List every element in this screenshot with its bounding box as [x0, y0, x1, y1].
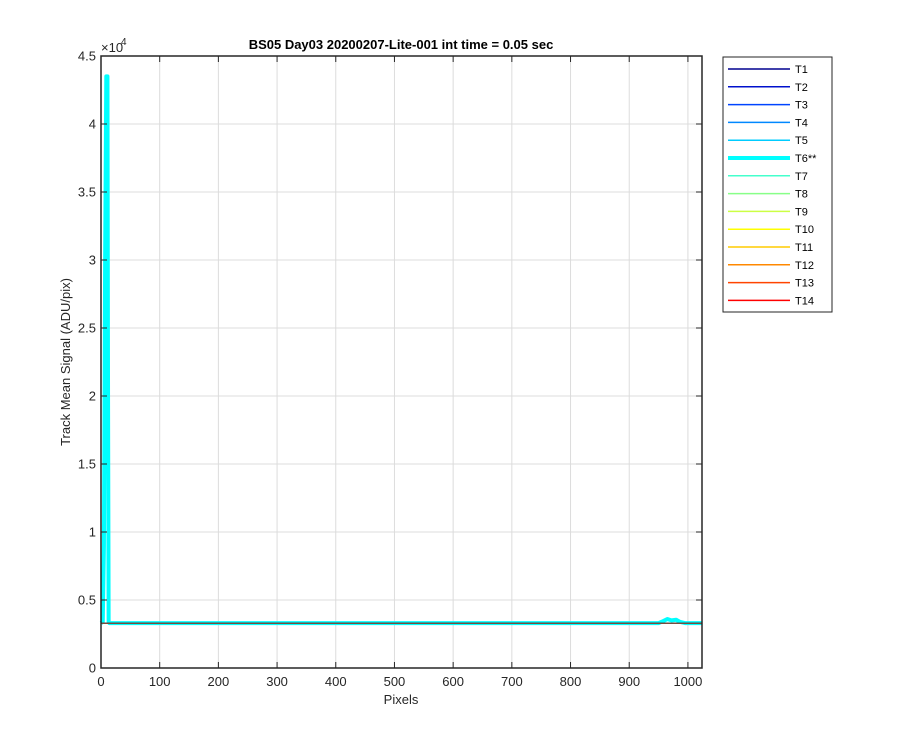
series-group	[99, 74, 702, 626]
x-tick-label: 500	[384, 674, 406, 689]
y-tick-label: 4.5	[78, 49, 96, 64]
legend-label: T5	[795, 135, 808, 147]
y-axis-label: Track Mean Signal (ADU/pix)	[58, 278, 73, 446]
grid	[101, 56, 702, 668]
x-tick-label: 0	[97, 674, 104, 689]
y-axis-multiplier: ×10 4	[101, 37, 127, 55]
chart-title: BS05 Day03 20200207-Lite-001 int time = …	[249, 37, 554, 52]
legend-label: T2	[795, 82, 808, 94]
y-multiplier-base: ×10	[101, 40, 123, 55]
x-tick-label: 700	[501, 674, 523, 689]
legend-label: T1	[795, 64, 808, 76]
y-tick-label: 0	[89, 661, 96, 676]
legend-label: T13	[795, 278, 814, 290]
x-tick-label: 200	[208, 674, 230, 689]
y-tick-label: 2.5	[78, 321, 96, 336]
legend-box	[722, 56, 833, 313]
x-tick-label: 100	[149, 674, 171, 689]
y-multiplier-exponent: 4	[121, 37, 127, 48]
y-tick-label: 2	[89, 389, 96, 404]
legend-label: T12	[795, 260, 814, 272]
y-tick-label: 1	[89, 525, 96, 540]
y-tick-label: 1.5	[78, 457, 96, 472]
x-tick-label: 300	[266, 674, 288, 689]
x-tick-label: 600	[442, 674, 464, 689]
y-tick-label: 0.5	[78, 593, 96, 608]
legend-label: T10	[795, 224, 814, 236]
y-tick-label: 3.5	[78, 185, 96, 200]
x-axis-label: Pixels	[384, 692, 419, 707]
ticks: 0 100 200 300 400 500 600 700 800 900 1000 0 0.5 1 1.5…	[78, 49, 702, 690]
legend-label: T8	[795, 189, 808, 201]
plot-area	[101, 56, 702, 668]
x-tick-label: 400	[325, 674, 347, 689]
y-tick-label: 3	[89, 253, 96, 268]
legend-label: T6**	[795, 153, 817, 165]
legend-label: T3	[795, 100, 808, 112]
legend-label: T11	[795, 242, 813, 254]
legend-label: T7	[795, 171, 808, 183]
legend-label: T9	[795, 206, 808, 218]
legend-label: T4	[795, 117, 808, 129]
x-tick-label: 900	[618, 674, 640, 689]
legend-label: T14	[795, 295, 814, 307]
x-tick-label: 1000	[673, 674, 702, 689]
y-tick-label: 4	[89, 117, 96, 132]
legend: T1 T2 T3 T4 T5 T6** T7 T8 T9 T10 T11 T12 T13 T14	[722, 56, 833, 313]
plot-frame	[100, 55, 703, 669]
x-tick-label: 800	[560, 674, 582, 689]
